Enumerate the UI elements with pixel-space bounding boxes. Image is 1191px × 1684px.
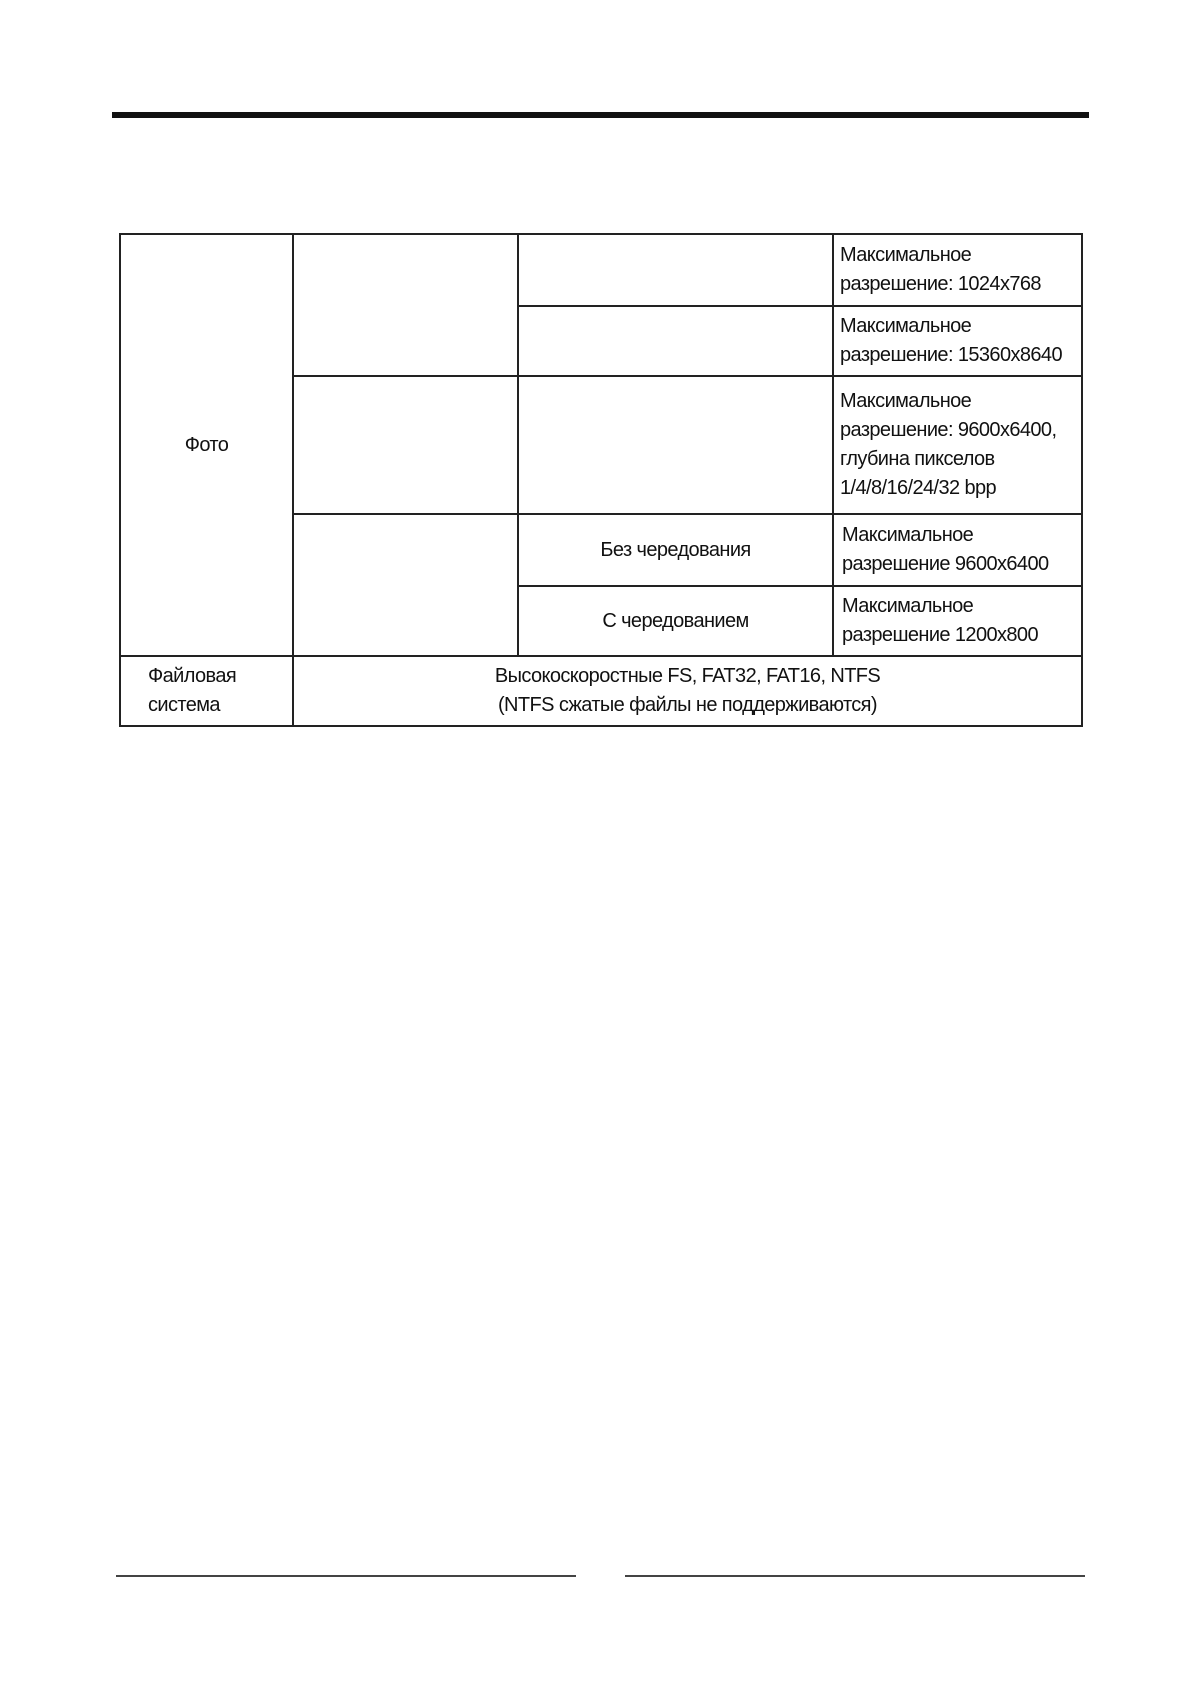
spec-cell: Максимальное разрешение: 1024x768 (840, 244, 1042, 295)
photo-label: Фото (184, 433, 229, 456)
table-border (1081, 233, 1083, 727)
table-border (119, 725, 1083, 727)
spec-cell: Максимальное разрешение 9600x6400 (842, 524, 1049, 575)
table-divider (292, 375, 1083, 377)
table-divider (517, 585, 1083, 587)
file-system-line-2: (NTFS сжатые файлы не поддерживаются) (498, 694, 878, 716)
file-system-line-1: Высокоскоростные FS, FAT32, FAT16, NTFS (494, 665, 881, 687)
table-divider (292, 233, 294, 727)
table-border (119, 233, 121, 727)
table-border (119, 233, 1083, 235)
header-rule (112, 112, 1089, 118)
table-divider (119, 655, 1083, 657)
table-divider (517, 305, 1083, 307)
table-divider (517, 233, 519, 655)
table-divider (832, 233, 834, 655)
file-system-label: Файловая система (148, 665, 237, 716)
mode-cell: Без чередования (600, 538, 751, 561)
spec-cell: Максимальное разрешение 1200x800 (842, 595, 1039, 646)
file-system-value: Высокоскоростные FS, FAT32, FAT16, NTFS … (294, 657, 1081, 725)
footer-rule-right (625, 1575, 1085, 1577)
table-divider (292, 513, 1083, 515)
footer-rule-left (116, 1575, 576, 1577)
spec-cell: Максимальное разрешение: 15360x8640 (840, 315, 1063, 366)
mode-cell: С чередованием (602, 609, 749, 632)
spec-cell: Максимальное разрешение: 9600x6400, глуб… (840, 390, 1057, 499)
